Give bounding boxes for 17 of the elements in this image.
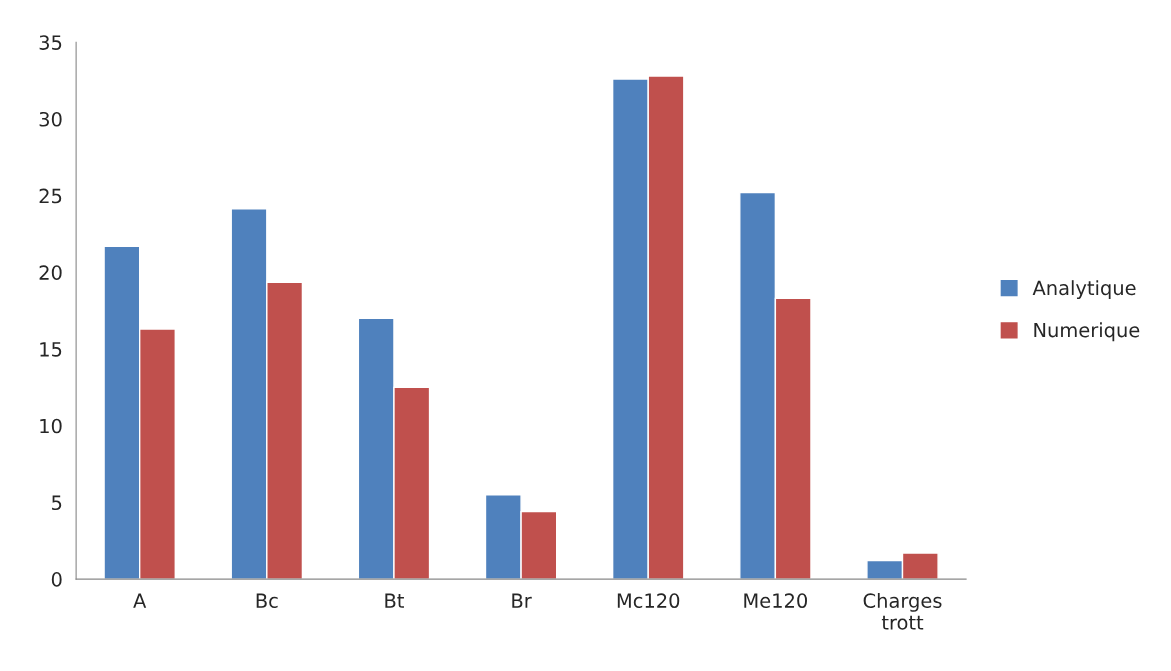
legend-label: Numerique — [1034, 322, 1140, 342]
y-tick-label: 15 — [40, 342, 62, 357]
y-tick-label: 0 — [51, 572, 62, 587]
x-tick-label: Bc — [256, 593, 278, 609]
x-tick-label: Charges trott — [863, 592, 942, 630]
y-tick-label: 30 — [39, 111, 62, 127]
x-tick-label: Me120 — [744, 593, 807, 609]
y-tick-label: 25 — [39, 188, 62, 204]
x-tick-label: Mc120 — [617, 593, 680, 609]
y-tick-label: 5 — [52, 495, 62, 511]
y-tick-label: 20 — [39, 265, 62, 280]
x-tick-label: Bt — [385, 593, 404, 608]
y-tick-label: 35 — [39, 35, 62, 50]
y-tick-label: 10 — [40, 418, 62, 434]
x-tick-label: A — [133, 593, 147, 608]
legend-label: Analytique — [1032, 280, 1136, 300]
x-tick-label: Br — [512, 593, 532, 608]
